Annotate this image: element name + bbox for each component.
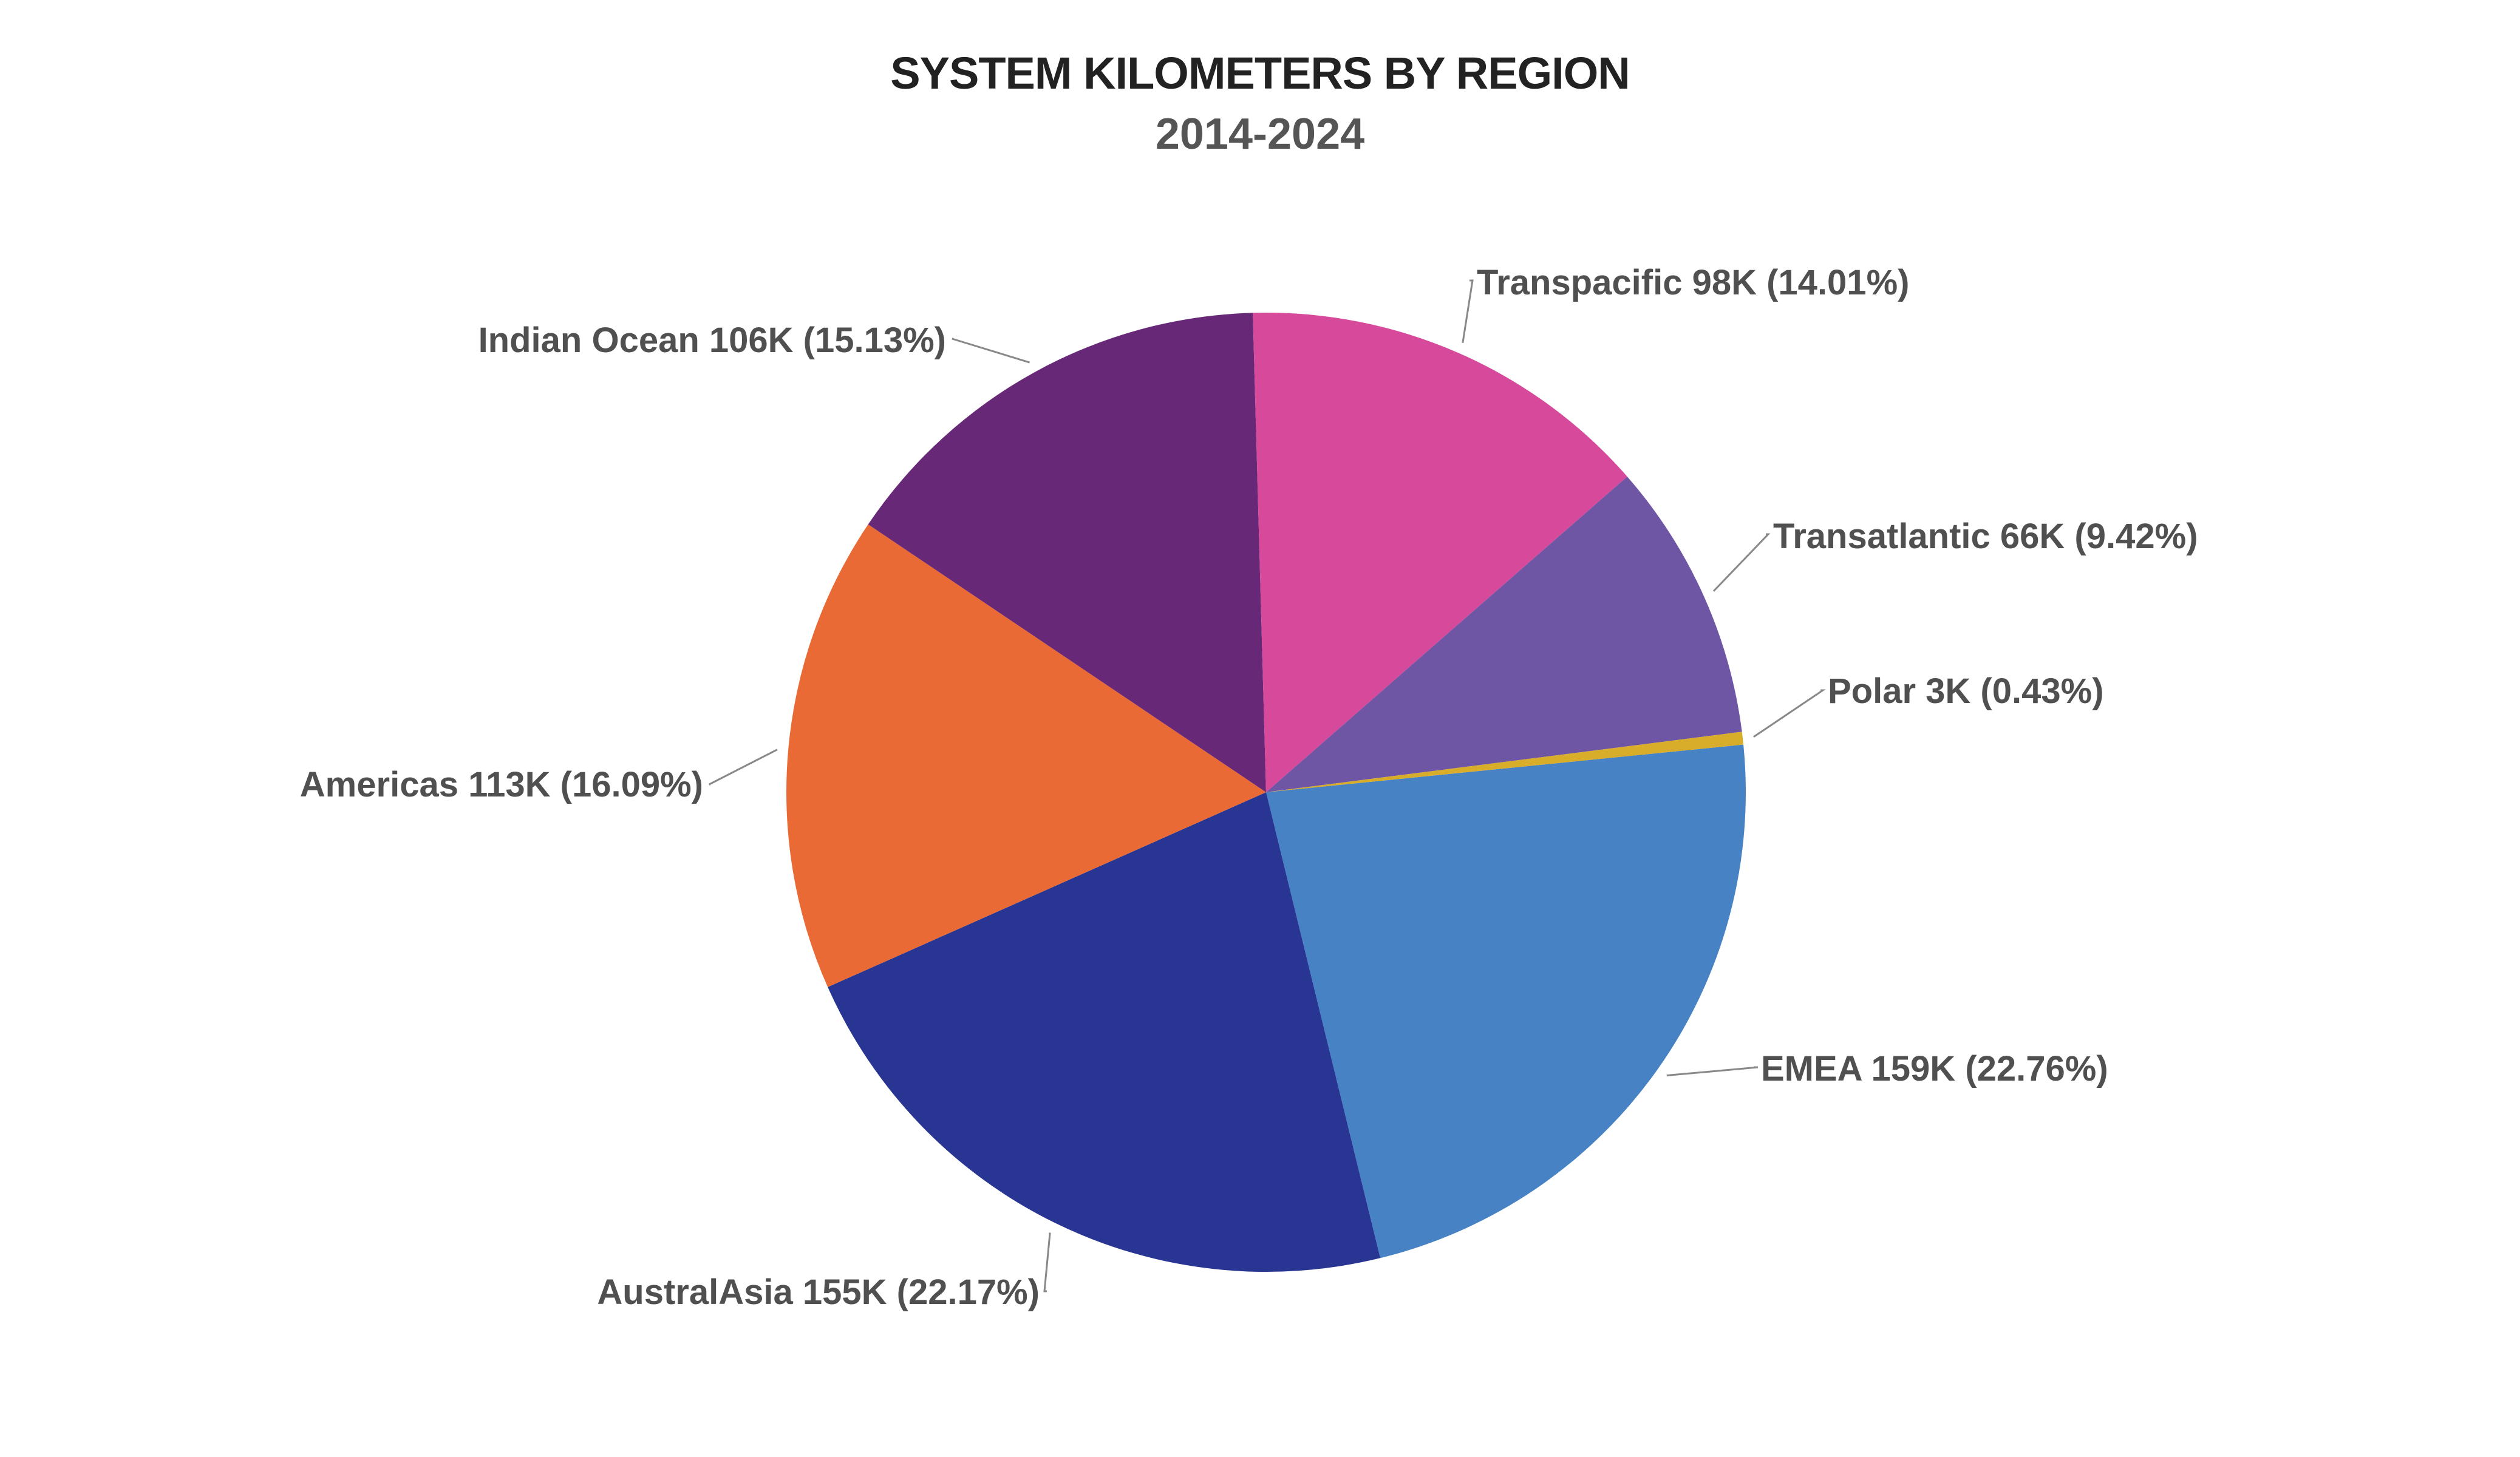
- slice-label-transatlantic: Transatlantic 66K (9.42%): [1773, 517, 2198, 556]
- leader-line: [1462, 279, 1474, 343]
- pie-slices: [786, 312, 1746, 1272]
- leader-line: [1712, 533, 1771, 592]
- slice-label-emea: EMEA 159K (22.76%): [1761, 1049, 2108, 1089]
- slice-label-transpacific: Transpacific 98K (14.01%): [1477, 263, 1909, 302]
- pie-slice-emea: [1266, 744, 1746, 1258]
- leader-line: [1043, 1232, 1051, 1292]
- leader-line: [952, 338, 1030, 364]
- slice-label-australasia: AustralAsia 155K (22.17%): [597, 1272, 1040, 1312]
- pie-slice-australasia: [828, 792, 1381, 1272]
- chart-title: SYSTEM KILOMETERS BY REGION: [890, 48, 1630, 98]
- leader-line: [1666, 1066, 1759, 1076]
- slice-label-polar: Polar 3K (0.43%): [1828, 671, 2104, 711]
- pie-slice-polar: [1266, 732, 1744, 792]
- leader-line: [1753, 689, 1826, 738]
- pie-slice-transpacific: [1253, 312, 1627, 792]
- pie-slice-indian-ocean: [868, 313, 1266, 792]
- leader-line: [709, 749, 778, 786]
- chart-subtitle: 2014-2024: [1155, 110, 1365, 158]
- pie-slice-americas: [786, 524, 1266, 987]
- pie-slice-transatlantic: [1266, 477, 1742, 792]
- slice-label-indian-ocean: Indian Ocean 106K (15.13%): [478, 321, 946, 360]
- pie-labels: EMEA 159K (22.76%) AustralAsia 155K (22.1…: [300, 263, 2198, 1312]
- slice-label-americas: Americas 113K (16.09%): [300, 765, 703, 804]
